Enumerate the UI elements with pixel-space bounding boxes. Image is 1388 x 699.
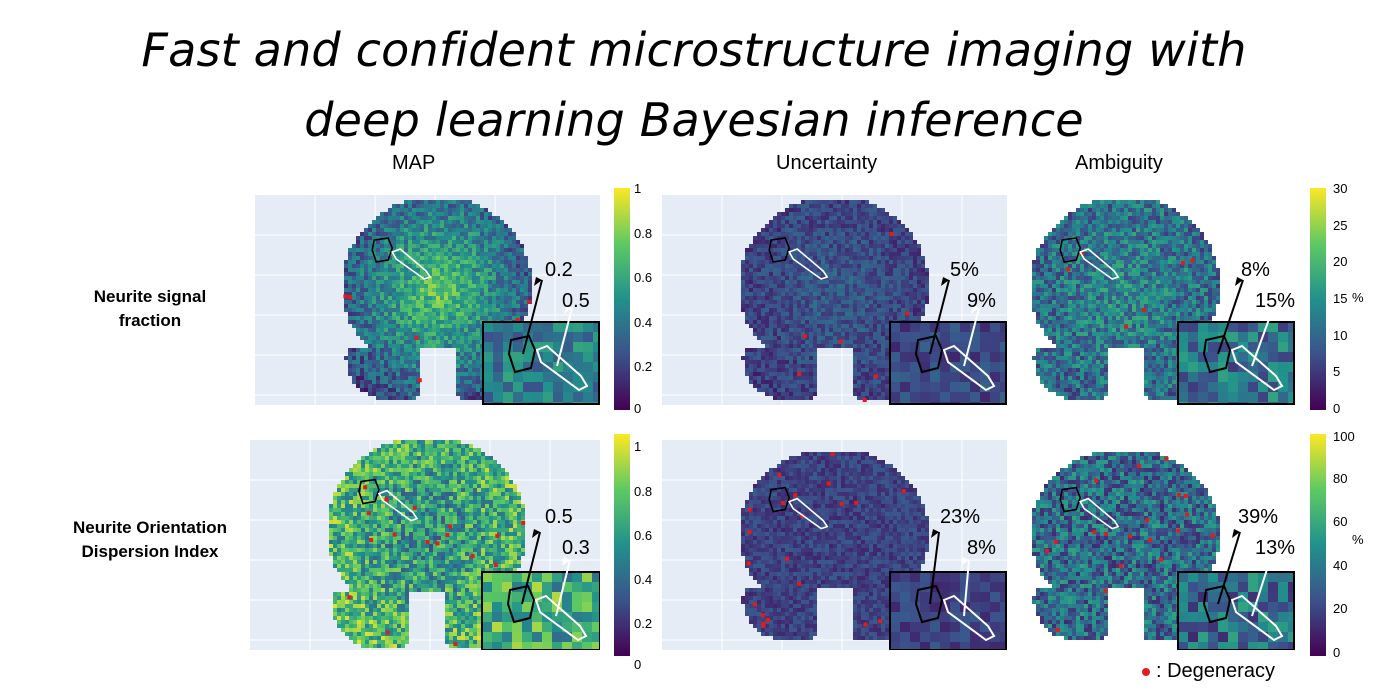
tick-label: 0.8 [634, 226, 653, 241]
brain-map-odi-ambiguity [960, 440, 1295, 650]
column-header-map: MAP [392, 152, 436, 174]
annotation-nsf-map-black: 0.2 [545, 259, 573, 281]
brain-slice-graphic [255, 195, 600, 405]
tick-label: 60 [1333, 514, 1348, 529]
annotation-nsf-unc-white: 9% [967, 290, 996, 312]
annotation-odi-unc-black: 23% [940, 506, 981, 528]
annotation-odi-map-white: 0.3 [562, 537, 590, 559]
tick-label: 0 [634, 401, 642, 416]
tick-label: 40 [1333, 558, 1348, 573]
annotation-nsf-amb-white: 15% [1255, 290, 1296, 312]
tick-label: 25 [1333, 218, 1348, 233]
tick-label: 5 [1333, 364, 1341, 379]
tick-label: 0 [634, 657, 642, 672]
annotation-odi-amb-white: 13% [1255, 537, 1296, 559]
brain-map-odi-map [250, 440, 600, 650]
brain-map-odi-uncertainty [662, 440, 1007, 650]
brain-map-nsf-map [255, 195, 600, 405]
tick-label: 30 [1333, 181, 1348, 196]
tick-label: 0.4 [634, 315, 653, 330]
tick-label: 20 [1333, 601, 1348, 616]
annotation-nsf-unc-black: 5% [950, 259, 979, 281]
tick-label: 0.8 [634, 484, 653, 499]
annotation-odi-map-black: 0.5 [545, 506, 573, 528]
tick-label: 1 [634, 181, 642, 196]
brain-slice-graphic [250, 440, 600, 650]
colorbar-unit: % [1352, 532, 1364, 547]
brain-map-nsf-ambiguity [960, 195, 1295, 405]
tick-label: 0 [1333, 645, 1341, 660]
colorbar-percent-bottom [1310, 434, 1326, 656]
brain-slice-graphic [662, 440, 1007, 650]
tick-label: 0.2 [634, 616, 653, 631]
row-label-neurite-signal-fraction: Neurite signal fraction [93, 287, 207, 330]
tick-label: 0.6 [634, 270, 653, 285]
column-header-ambiguity: Ambiguity [1075, 152, 1163, 174]
annotation-nsf-map-white: 0.5 [562, 290, 590, 312]
colorbar-map-bottom [614, 434, 630, 656]
degeneracy-legend: : Degeneracy [1142, 660, 1275, 683]
colorbar-map-top [614, 188, 630, 410]
colorbar-percent-top [1310, 188, 1326, 410]
tick-label: 0.2 [634, 359, 653, 374]
tick-label: 0 [1333, 401, 1341, 416]
annotation-odi-unc-white: 8% [967, 537, 996, 559]
brain-map-nsf-uncertainty [662, 195, 1007, 405]
tick-label: 0.4 [634, 572, 653, 587]
tick-label: 15 [1333, 291, 1348, 306]
annotation-nsf-amb-black: 8% [1241, 259, 1270, 281]
tick-label: 1 [634, 439, 642, 454]
tick-label: 80 [1333, 471, 1348, 486]
tick-label: 10 [1333, 328, 1348, 343]
brain-slice-graphic [1032, 452, 1295, 650]
tick-label: 100 [1333, 429, 1355, 444]
figure-title-line-1: Fast and confident microstructure imagin… [141, 23, 1247, 77]
annotation-odi-amb-black: 39% [1238, 506, 1279, 528]
column-header-uncertainty: Uncertainty [776, 152, 878, 174]
red-dot-icon [1142, 667, 1150, 676]
tick-label: 20 [1333, 254, 1348, 269]
tick-label: 0.6 [634, 528, 653, 543]
figure-title-line-2: deep learning Bayesian inference [304, 93, 1084, 147]
row-label-neurite-orientation-dispersion-index: Neurite Orientation Dispersion Index [73, 518, 227, 561]
brain-slice-graphic [1032, 200, 1295, 405]
brain-slice-graphic [662, 195, 1007, 405]
colorbar-unit: % [1352, 290, 1364, 305]
